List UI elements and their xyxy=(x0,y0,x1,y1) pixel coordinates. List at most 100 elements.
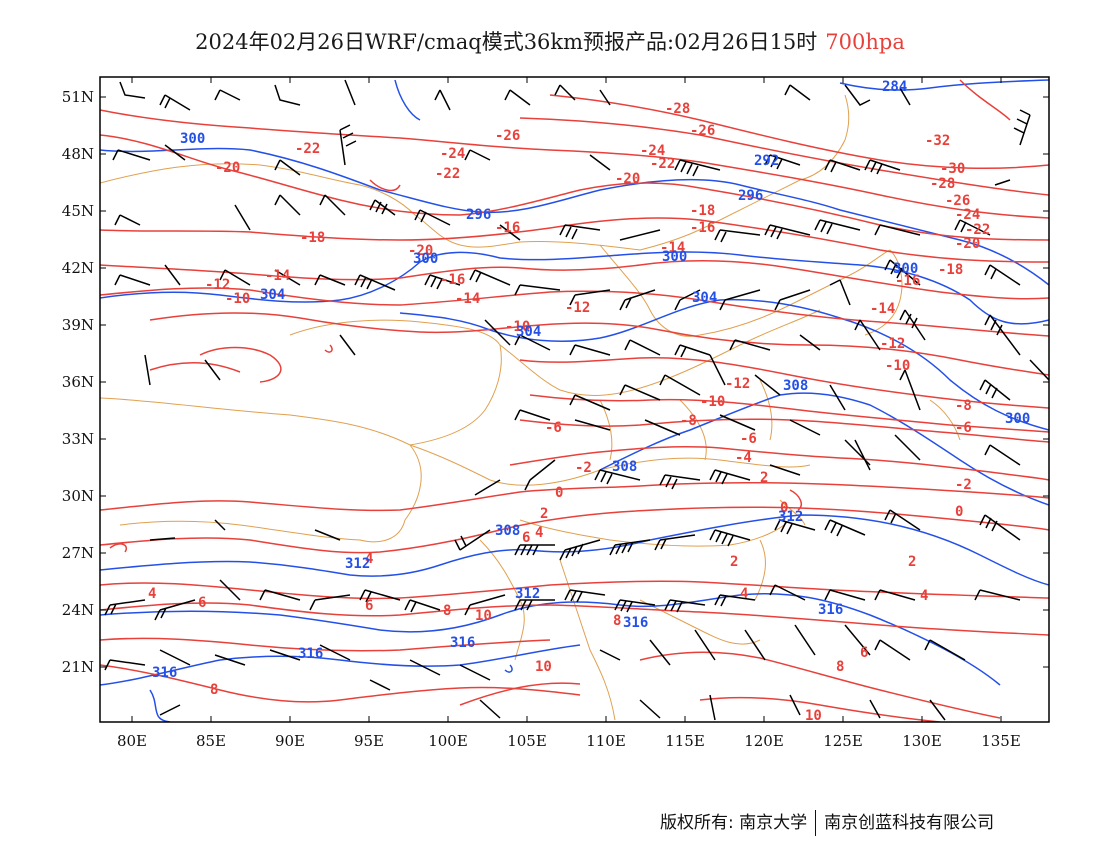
temp-label: 10 xyxy=(535,659,552,675)
height-label: 300 xyxy=(893,261,918,277)
temp-label: -16 xyxy=(690,220,715,236)
temp-label: -18 xyxy=(938,262,963,278)
temperature-contour-labels: -28 -26 -26 -32 -30 -28 -26 -24 -24 -24 … xyxy=(148,101,990,722)
temp-label: -6 xyxy=(545,420,562,436)
temp-label: -14 xyxy=(870,301,895,317)
temp-label: -14 xyxy=(265,268,290,284)
temp-label: -18 xyxy=(300,230,325,246)
temp-label: 0 xyxy=(955,504,963,520)
height-label: 308 xyxy=(783,378,808,394)
height-label: 300 xyxy=(662,249,687,265)
boundary-lines xyxy=(100,94,961,721)
temp-label: 2 xyxy=(730,554,738,570)
height-label: 316 xyxy=(298,646,323,662)
height-label: 312 xyxy=(345,556,370,572)
x-tick-label: 90E xyxy=(275,732,305,750)
height-label: 308 xyxy=(495,523,520,539)
temperature-contours xyxy=(100,79,1049,722)
height-label: 300 xyxy=(413,251,438,267)
y-tick-label: 39N xyxy=(62,316,94,334)
temp-label: -8 xyxy=(680,413,697,429)
map-plot-area: -28 -26 -26 -32 -30 -28 -26 -24 -24 -24 … xyxy=(100,79,1049,722)
pressure-level-label: 700hpa xyxy=(825,30,905,54)
y-tick-label: 33N xyxy=(62,430,94,448)
temp-label: -24 xyxy=(955,207,980,223)
temp-label: -18 xyxy=(690,203,715,219)
y-tick-label: 42N xyxy=(62,259,94,277)
x-tick-label: 85E xyxy=(196,732,226,750)
temp-label: 2 xyxy=(760,470,768,486)
temp-label: -16 xyxy=(440,272,465,288)
temp-label: 6 xyxy=(860,645,868,661)
temp-label: -10 xyxy=(225,291,250,307)
x-tick-label: 110E xyxy=(586,732,626,750)
temp-label: 10 xyxy=(475,608,492,624)
x-tick-label: 120E xyxy=(744,732,784,750)
temp-label: -12 xyxy=(725,376,750,392)
temp-label: -6 xyxy=(740,431,757,447)
height-label: 316 xyxy=(152,665,177,681)
height-label: 284 xyxy=(882,79,907,95)
temp-label: -20 xyxy=(955,236,980,252)
temp-label: -10 xyxy=(505,319,530,335)
copyright-footer: 版权所有: 南京大学 南京创蓝科技有限公司 xyxy=(660,808,994,836)
temp-label: -16 xyxy=(495,220,520,236)
height-label: 316 xyxy=(450,635,475,651)
y-axis-labels: 51N 48N 45N 42N 39N 36N 33N 30N 27N 24N … xyxy=(62,88,94,676)
temp-label: -10 xyxy=(700,394,725,410)
height-label: 304 xyxy=(516,324,541,340)
temp-label: -22 xyxy=(650,156,675,172)
x-tick-label: 125E xyxy=(823,732,863,750)
y-tick-label: 24N xyxy=(62,601,94,619)
temp-label: -2 xyxy=(575,460,592,476)
x-tick-label: 135E xyxy=(981,732,1021,750)
height-label: 304 xyxy=(260,287,285,303)
height-label: 300 xyxy=(1005,411,1030,427)
temp-label: -22 xyxy=(435,166,460,182)
x-axis-labels: 80E 85E 90E 95E 100E 105E 110E 115E 120E… xyxy=(117,732,1021,750)
height-label: 300 xyxy=(180,131,205,147)
temp-label: -12 xyxy=(205,277,230,293)
temp-label: -28 xyxy=(930,176,955,192)
temp-label: -26 xyxy=(690,123,715,139)
temp-label: 4 xyxy=(920,588,928,604)
y-tick-label: 48N xyxy=(62,145,94,163)
temp-label: 2 xyxy=(908,554,916,570)
y-tick-label: 51N xyxy=(62,88,94,106)
temp-label: -8 xyxy=(955,398,972,414)
axis-ticks xyxy=(100,77,1049,722)
temp-label: -12 xyxy=(880,336,905,352)
temp-label: 4 xyxy=(535,525,543,541)
height-label: 308 xyxy=(612,459,637,475)
height-label: 312 xyxy=(515,586,540,602)
x-tick-label: 100E xyxy=(428,732,468,750)
temp-label: 6 xyxy=(365,598,373,614)
map-title-text: 2024年02月26日WRF/cmaq模式36km预报产品:02月26日15时 xyxy=(195,30,818,54)
footer-divider xyxy=(815,810,817,836)
temp-label: -12 xyxy=(565,300,590,316)
temp-label: -24 xyxy=(440,146,465,162)
temp-label: -10 xyxy=(885,358,910,374)
temp-label: -20 xyxy=(408,243,433,259)
temp-label: 8 xyxy=(210,682,218,698)
temp-label: 4 xyxy=(365,551,373,567)
height-label: 316 xyxy=(818,602,843,618)
temp-label: -32 xyxy=(925,133,950,149)
temp-label: 0 xyxy=(555,485,563,501)
temp-label: -22 xyxy=(965,222,990,238)
x-tick-label: 105E xyxy=(507,732,547,750)
height-label: 292 xyxy=(754,153,779,169)
y-tick-label: 30N xyxy=(62,487,94,505)
height-label: 312 xyxy=(778,509,803,525)
temp-label: -20 xyxy=(215,160,240,176)
map-title: 2024年02月26日WRF/cmaq模式36km预报产品:02月26日15时 7… xyxy=(0,26,1100,56)
temp-label: 4 xyxy=(148,586,156,602)
temp-label: -14 xyxy=(660,240,685,256)
plot-frame xyxy=(99,76,1050,723)
height-label: 296 xyxy=(466,207,491,223)
temp-label: -26 xyxy=(495,128,520,144)
temp-label: -2 xyxy=(955,477,972,493)
x-tick-label: 80E xyxy=(117,732,147,750)
temp-label: -14 xyxy=(455,291,480,307)
